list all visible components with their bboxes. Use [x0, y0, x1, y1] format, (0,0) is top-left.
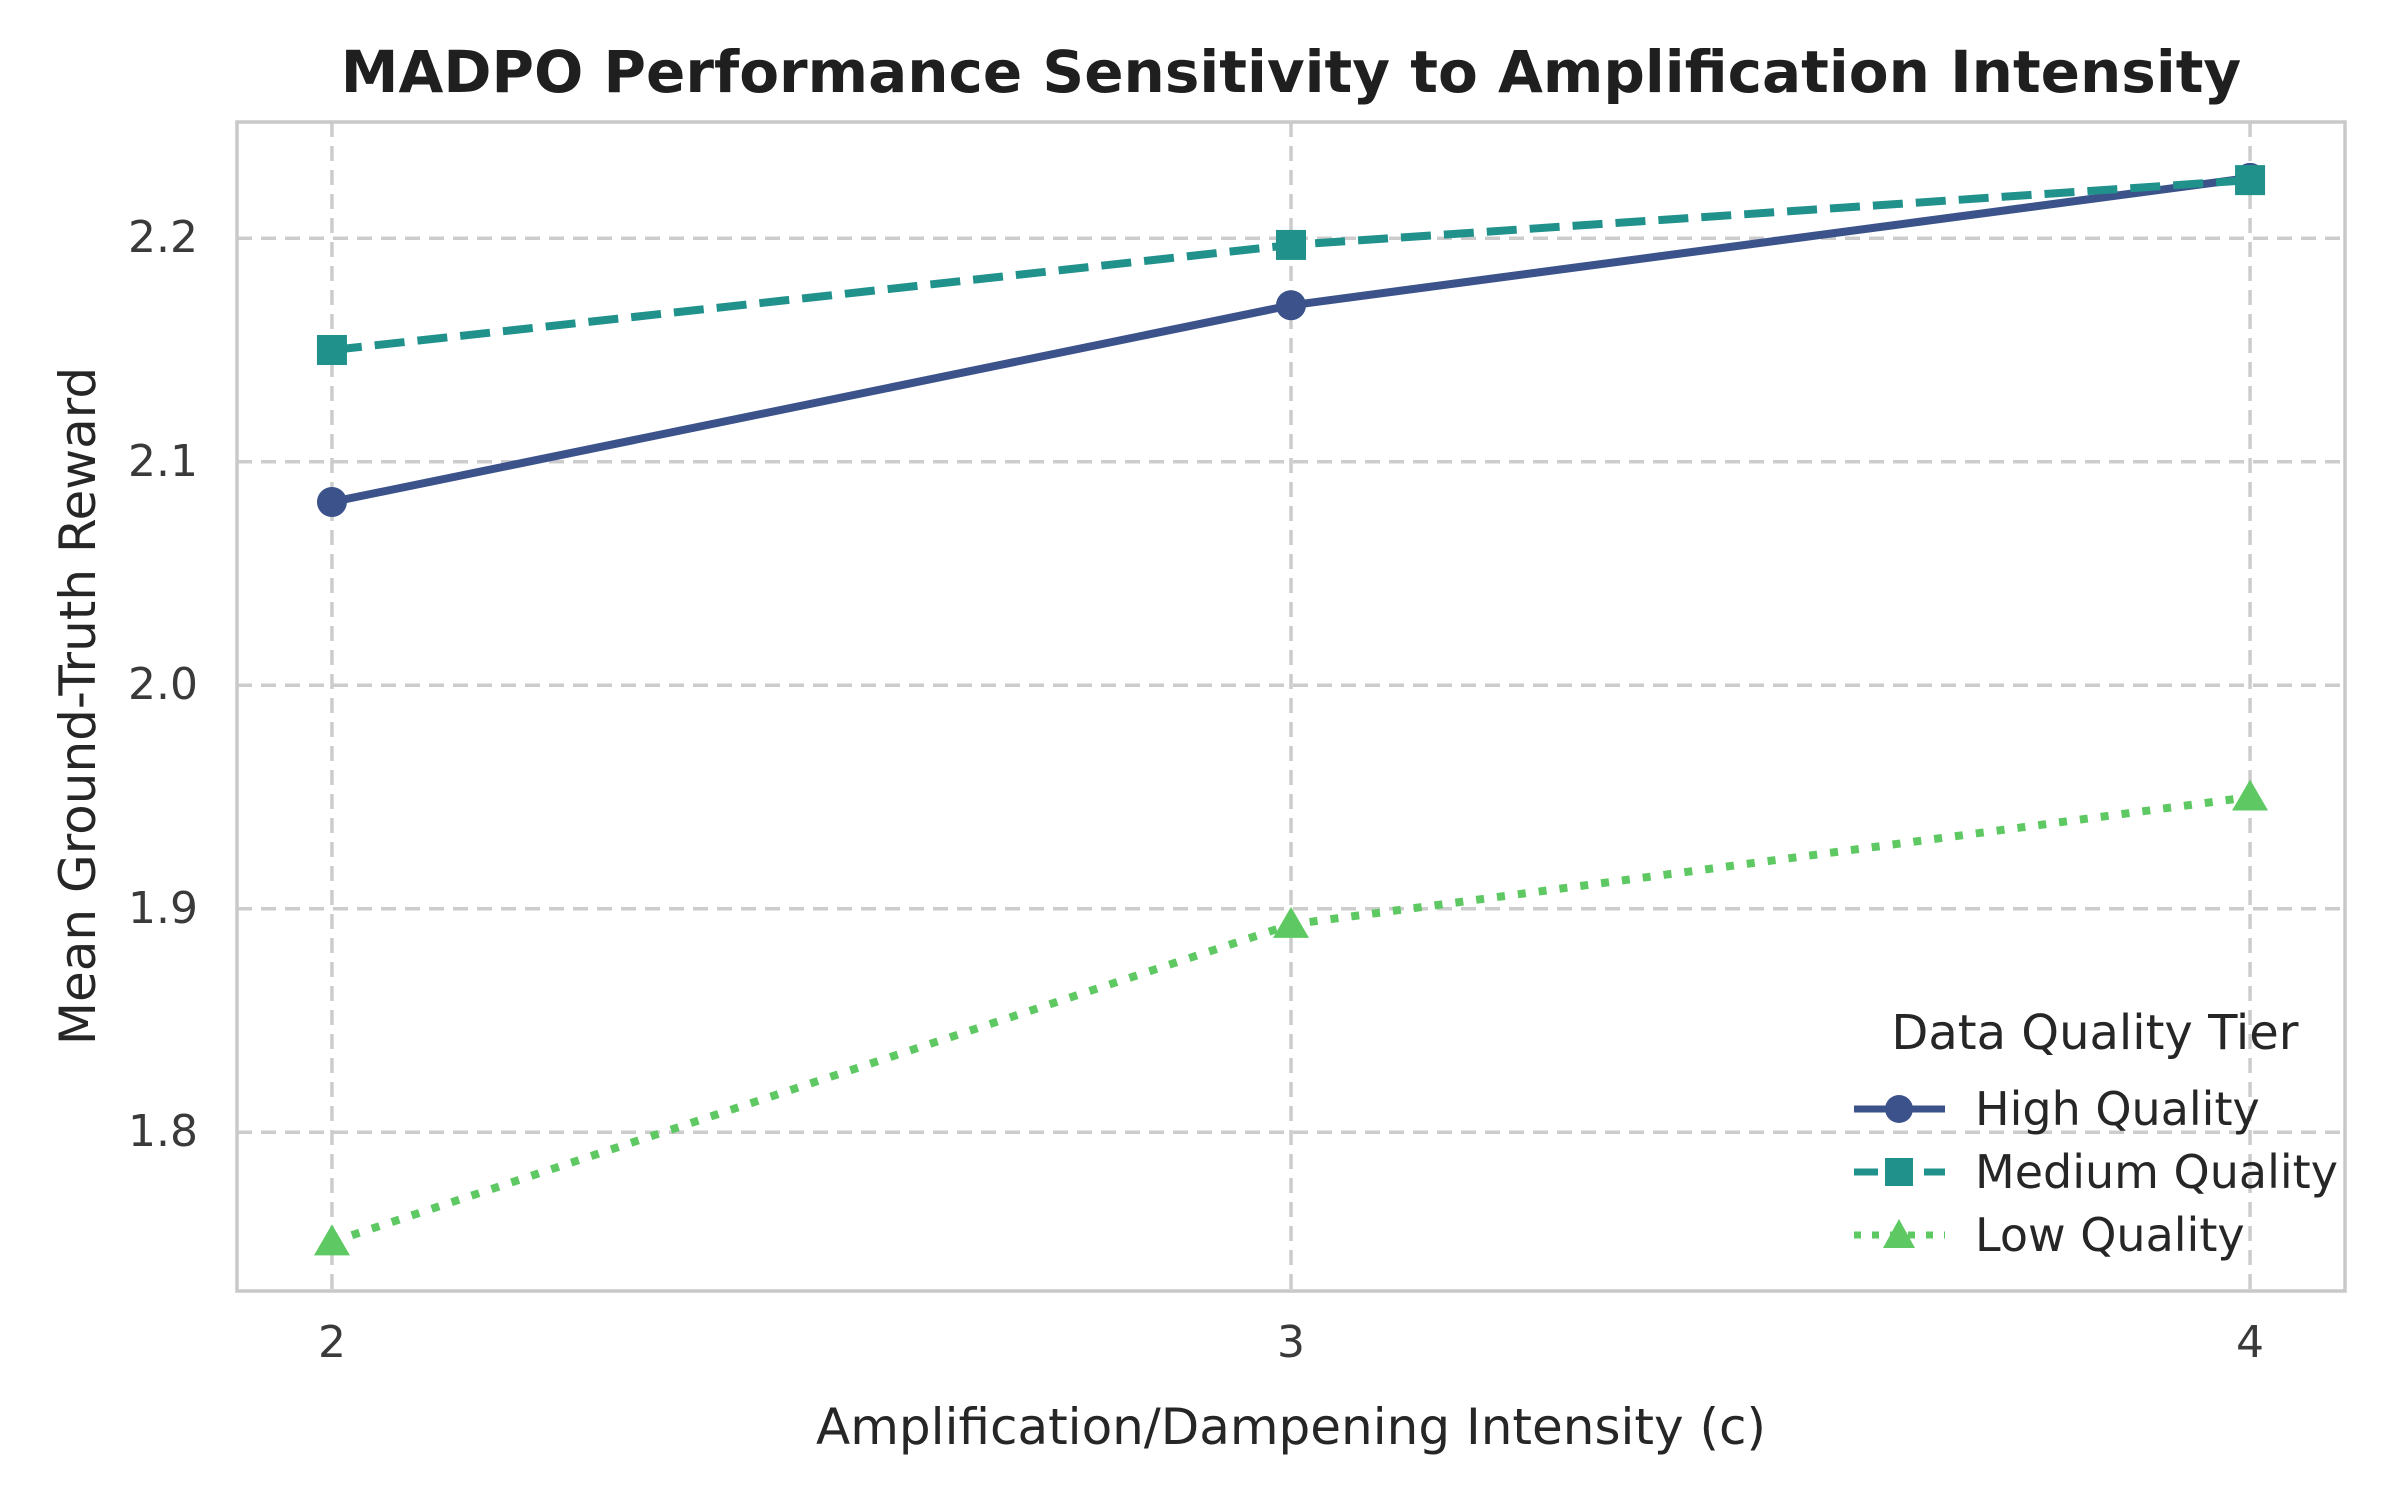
legend-title: Data Quality Tier — [1891, 1005, 2299, 1061]
x-tick-label: 2 — [317, 1317, 346, 1368]
legend-item-low-quality: Low Quality — [1852, 1203, 2338, 1266]
legend-item-high-quality: High Quality — [1852, 1077, 2338, 1140]
y-axis-label: Mean Ground-Truth Reward — [49, 366, 107, 1046]
legend: Data Quality Tier High Quality Medium Qu… — [1852, 1005, 2338, 1266]
legend-label: Medium Quality — [1975, 1144, 2338, 1199]
y-tick-label: 1.9 — [128, 882, 198, 934]
triangle-marker — [313, 1224, 350, 1256]
square-marker — [2235, 165, 2266, 196]
square-marker — [1276, 229, 1306, 260]
x-axis-label: Amplification/Dampening Intensity (c) — [816, 1398, 1766, 1456]
circle-marker — [1276, 290, 1306, 321]
triangle-marker — [2232, 779, 2269, 811]
legend-sample-circle-line — [1854, 1094, 1945, 1123]
y-tick-label: 1.8 — [128, 1106, 198, 1158]
y-tick-label: 2.2 — [128, 212, 198, 264]
y-tick-label: 2.1 — [128, 435, 198, 487]
legend-item-medium-quality: Medium Quality — [1852, 1140, 2338, 1203]
circle-marker — [316, 486, 347, 517]
legend-label: High Quality — [1975, 1081, 2260, 1136]
triangle-marker — [1273, 906, 1309, 938]
legend-sample-triangle-line — [1854, 1218, 1945, 1248]
chart-title: MADPO Performance Sensitivity to Amplifi… — [340, 38, 2242, 106]
x-tick-label: 3 — [1277, 1317, 1305, 1368]
legend-sample-square-line — [1854, 1157, 1945, 1186]
y-tick-label: 2.0 — [128, 659, 198, 711]
square-marker — [316, 334, 347, 365]
x-tick-label: 4 — [2236, 1317, 2265, 1368]
plot-border — [235, 120, 2347, 1293]
legend-label: Low Quality — [1975, 1207, 2245, 1262]
